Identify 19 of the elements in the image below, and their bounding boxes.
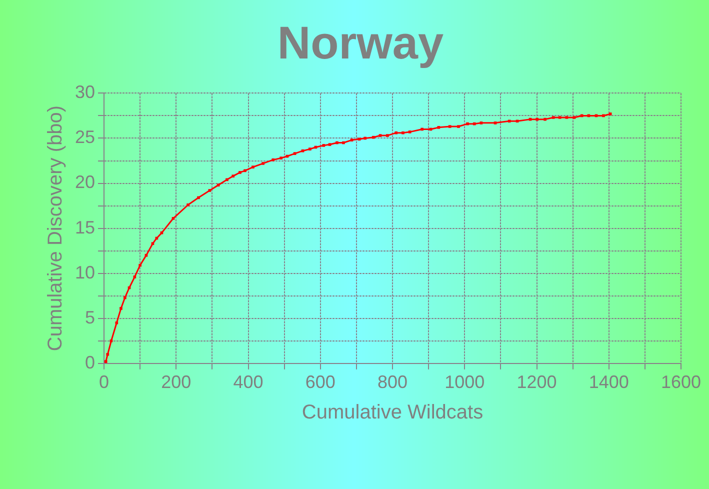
x-tick-label: 400 [233, 372, 264, 392]
x-tick-label: 1600 [660, 372, 702, 392]
y-axis-title: Cumulative Discovery (bbo) [44, 105, 67, 352]
y-tick-label: 25 [74, 127, 96, 148]
y-tick-label: 0 [85, 352, 96, 372]
x-tick-label: 0 [99, 372, 110, 392]
y-tick-label: 30 [74, 82, 96, 102]
chart-title: Norway [277, 16, 444, 68]
x-tick-label: 800 [377, 372, 408, 392]
y-tick-label: 20 [74, 172, 96, 192]
x-tick-label: 600 [305, 372, 336, 392]
x-axis-title: Cumulative Wildcats [302, 402, 484, 424]
x-tick-label: 1400 [588, 372, 629, 392]
y-tick-label: 15 [74, 217, 96, 238]
y-tick-label: 5 [85, 307, 96, 328]
y-tick-label: 10 [74, 262, 96, 282]
x-tick-label: 1200 [516, 372, 557, 392]
x-tick-label: 1000 [444, 372, 485, 392]
x-tick-label: 200 [161, 372, 192, 392]
